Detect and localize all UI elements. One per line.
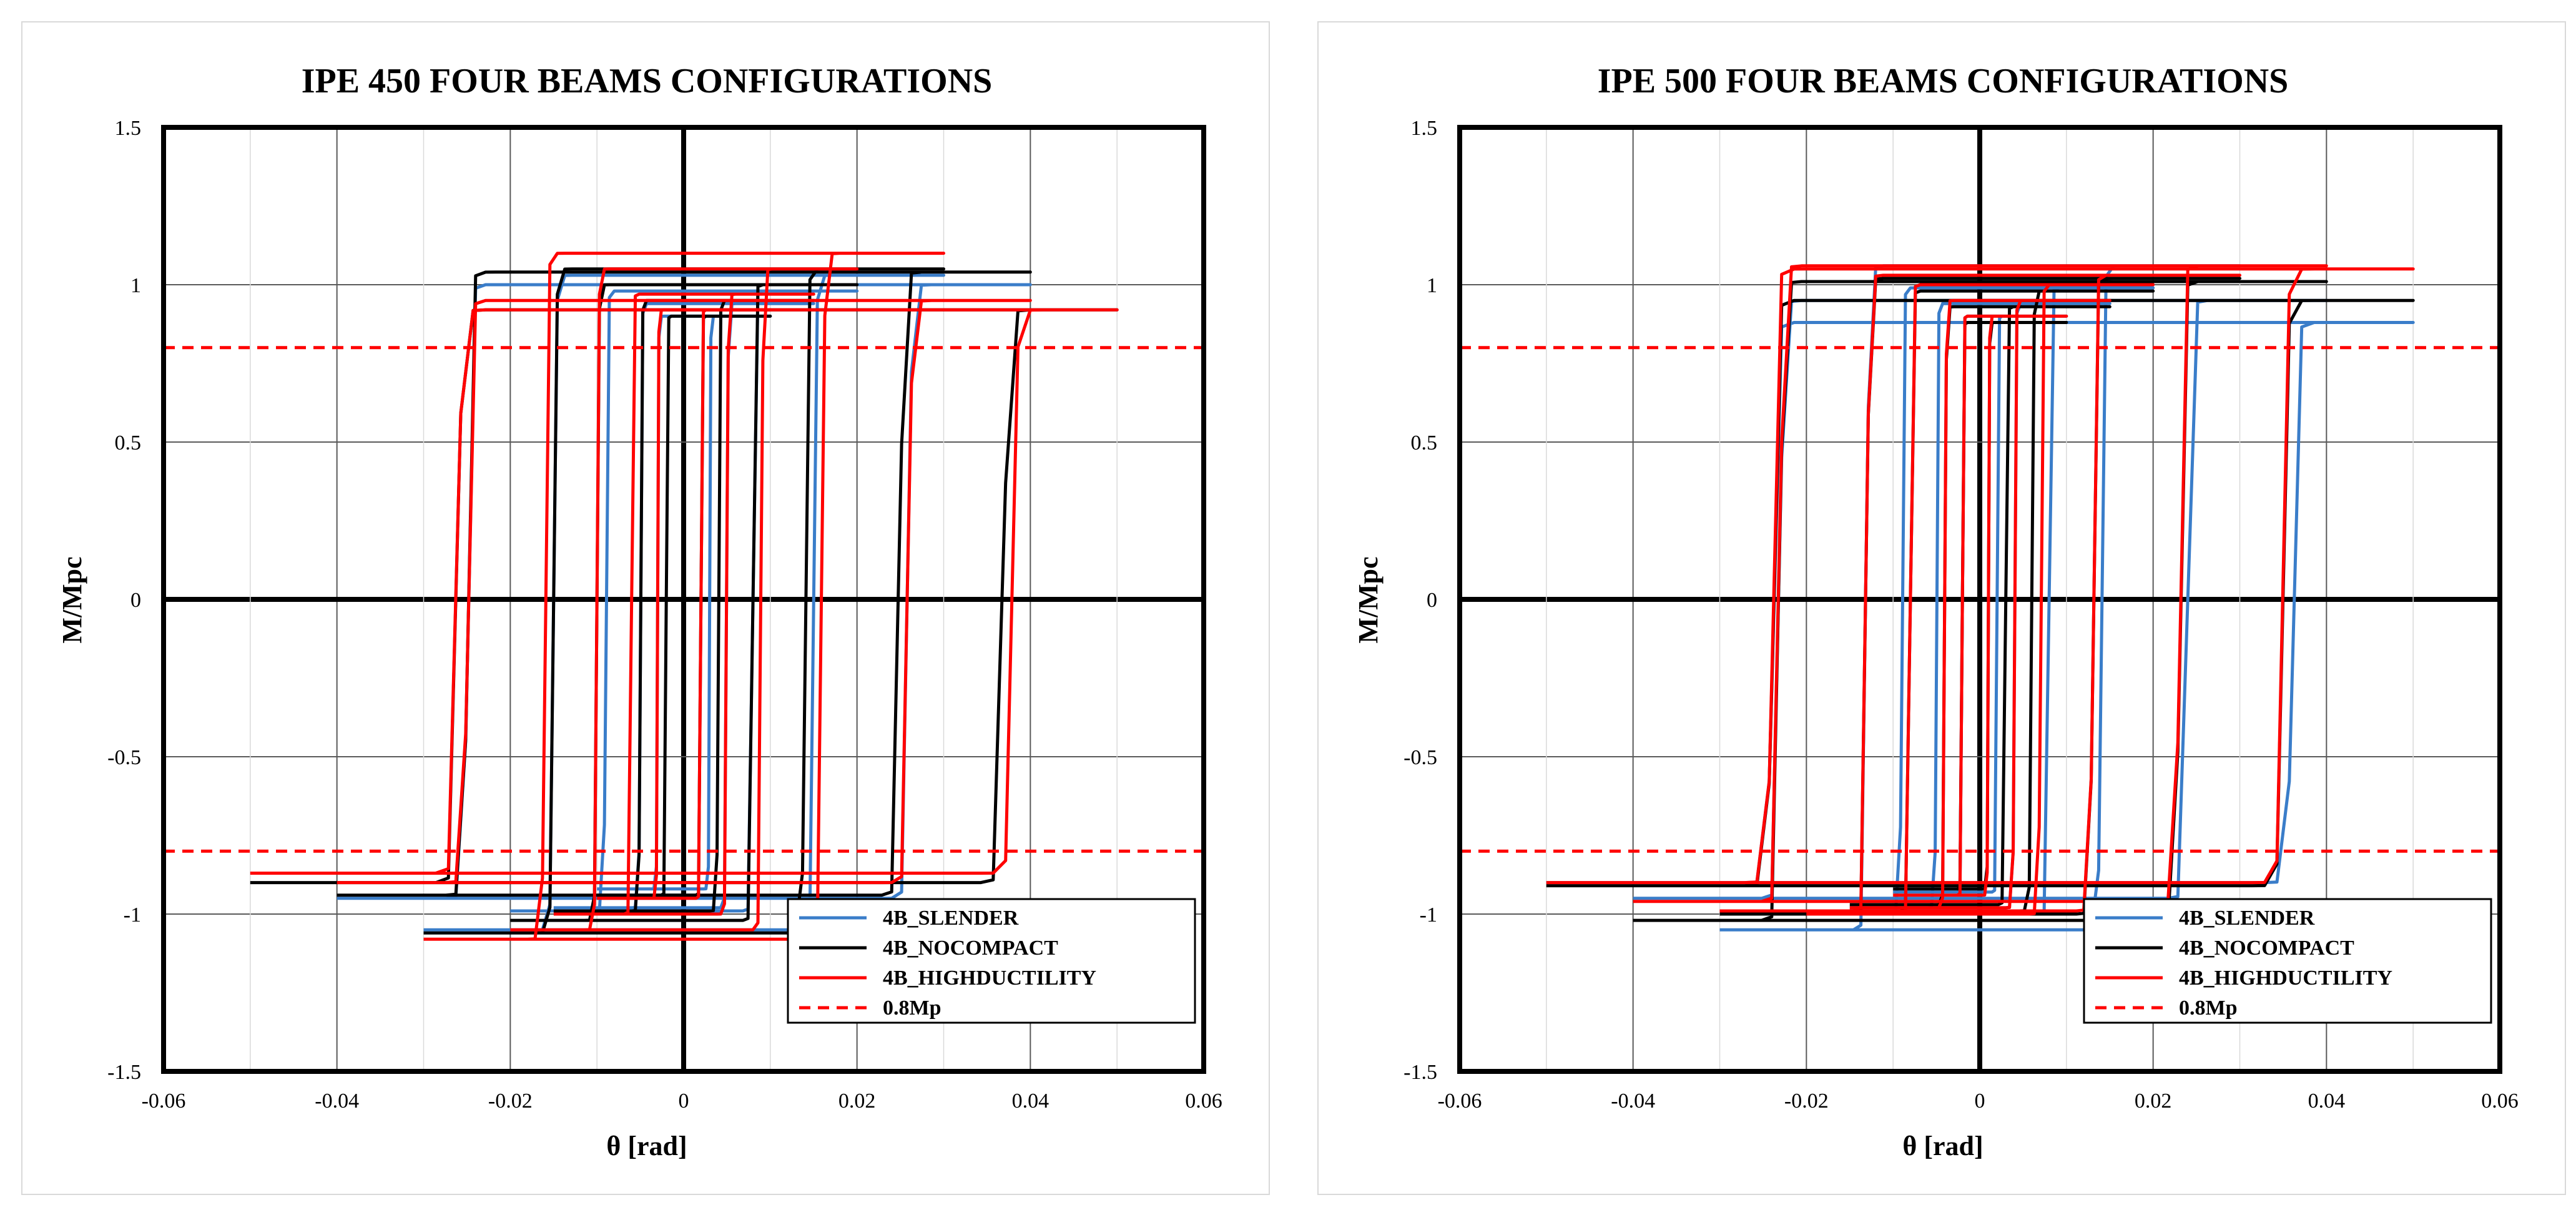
hysteresis-loop-slender-4 <box>337 283 1032 900</box>
hysteresis-loop-nocompact-5 <box>1546 298 2415 888</box>
legend-label-nocompact: 4B_NOCOMPACT <box>883 937 1058 960</box>
legend-label-nocompact: 4B_NOCOMPACT <box>2179 937 2354 960</box>
hysteresis-loop-nocompact-4 <box>337 270 1032 897</box>
y-tick-label: -1.5 <box>1404 1061 1437 1084</box>
legend <box>787 898 1196 1024</box>
y-tick-label: 1.5 <box>1411 117 1438 140</box>
y-tick-label: -0.5 <box>1404 746 1437 769</box>
x-axis-label: θ [rad] <box>1902 1131 1983 1161</box>
plot-frame <box>161 125 1206 1074</box>
hysteresis-loop-nocompact-3 <box>423 267 945 935</box>
x-tick-label: -0.06 <box>142 1090 186 1113</box>
hysteresis-loop-nocompact-2 <box>510 283 859 922</box>
hysteresis-loop-highductility-1 <box>1849 298 2111 910</box>
legend-label-slender: 4B_SLENDER <box>883 907 1019 930</box>
hysteresis-loop-highductility-5 <box>250 308 1119 875</box>
y-tick-label: -1.5 <box>107 1061 141 1084</box>
hysteresis-loop-highductility-5 <box>1546 267 2415 885</box>
chart-title: IPE 500 FOUR BEAMS CONFIGURATIONS <box>1598 62 2289 101</box>
x-tick-label: -0.02 <box>488 1090 533 1113</box>
hysteresis-loop-highductility-3 <box>423 252 945 941</box>
hysteresis-loop-highductility-3 <box>1719 273 2241 913</box>
hysteresis-loop-highductility-4 <box>337 298 1032 885</box>
y-tick-label: 0 <box>1427 589 1437 612</box>
hysteresis-loop-nocompact-4 <box>1633 280 2328 922</box>
chart-panel-ipe500: IPE 500 FOUR BEAMS CONFIGURATIONS θ [rad… <box>1317 21 2566 1195</box>
y-tick-label: 1 <box>1427 274 1437 297</box>
hysteresis-loop-highductility-1 <box>553 292 815 916</box>
legend-box <box>787 898 1196 1024</box>
chart-panel-ipe450: IPE 450 FOUR BEAMS CONFIGURATIONS θ [rad… <box>21 21 1270 1195</box>
legend-label-slender: 4B_SLENDER <box>2179 907 2315 930</box>
x-tick-label: -0.06 <box>1438 1090 1482 1113</box>
y-axis-label: M/Mpc <box>57 556 87 643</box>
legend-label-highductility: 4B_HIGHDUCTILITY <box>883 967 1096 990</box>
y-tick-label: 1 <box>130 274 141 297</box>
y-tick-label: -1 <box>124 903 141 927</box>
x-tick-label: 0.06 <box>1185 1090 1222 1113</box>
legend-box <box>2083 898 2492 1024</box>
y-tick-label: -1 <box>1420 903 1437 927</box>
chart-title: IPE 450 FOUR BEAMS CONFIGURATIONS <box>302 62 993 101</box>
y-axis-label: M/Mpc <box>1353 556 1384 643</box>
y-tick-label: 1.5 <box>115 117 142 140</box>
x-tick-label: 0.04 <box>1012 1090 1050 1113</box>
legend <box>2083 898 2492 1024</box>
legend-label-mp: 0.8Mp <box>2179 996 2238 1020</box>
hysteresis-loop-highductility-4 <box>1633 264 2328 903</box>
hysteresis-loop-highductility-2 <box>510 267 859 932</box>
chart-ipe450: IPE 450 FOUR BEAMS CONFIGURATIONS θ [rad… <box>57 62 1222 1161</box>
x-tick-label: -0.04 <box>315 1090 359 1113</box>
legend-label-mp: 0.8Mp <box>883 996 941 1020</box>
x-tick-label: -0.02 <box>1784 1090 1829 1113</box>
y-tick-label: 0.5 <box>1411 431 1438 455</box>
chart-ipe500: IPE 500 FOUR BEAMS CONFIGURATIONS θ [rad… <box>1353 62 2519 1161</box>
legend-label-highductility: 4B_HIGHDUCTILITY <box>2179 967 2392 990</box>
x-tick-label: 0.04 <box>2308 1090 2346 1113</box>
x-axis-label: θ [rad] <box>606 1131 687 1161</box>
x-tick-label: -0.04 <box>1611 1090 1655 1113</box>
hysteresis-loop-nocompact-0 <box>1893 321 2068 891</box>
x-tick-label: 0.02 <box>838 1090 876 1113</box>
x-tick-label: 0.06 <box>2481 1090 2519 1113</box>
y-tick-label: 0 <box>130 589 141 612</box>
plot-frame <box>1457 125 2502 1074</box>
x-tick-label: 0.02 <box>2135 1090 2172 1113</box>
hysteresis-loop-highductility-0 <box>1893 314 2068 897</box>
series-group <box>164 252 1204 941</box>
hysteresis-loop-nocompact-1 <box>1849 305 2111 907</box>
x-tick-label: 0 <box>1975 1090 1985 1113</box>
hysteresis-loop-highductility-2 <box>1806 283 2155 916</box>
y-tick-label: -0.5 <box>107 746 141 769</box>
y-tick-label: 0.5 <box>115 431 142 455</box>
x-tick-label: 0 <box>679 1090 689 1113</box>
series-group <box>1460 264 2500 932</box>
